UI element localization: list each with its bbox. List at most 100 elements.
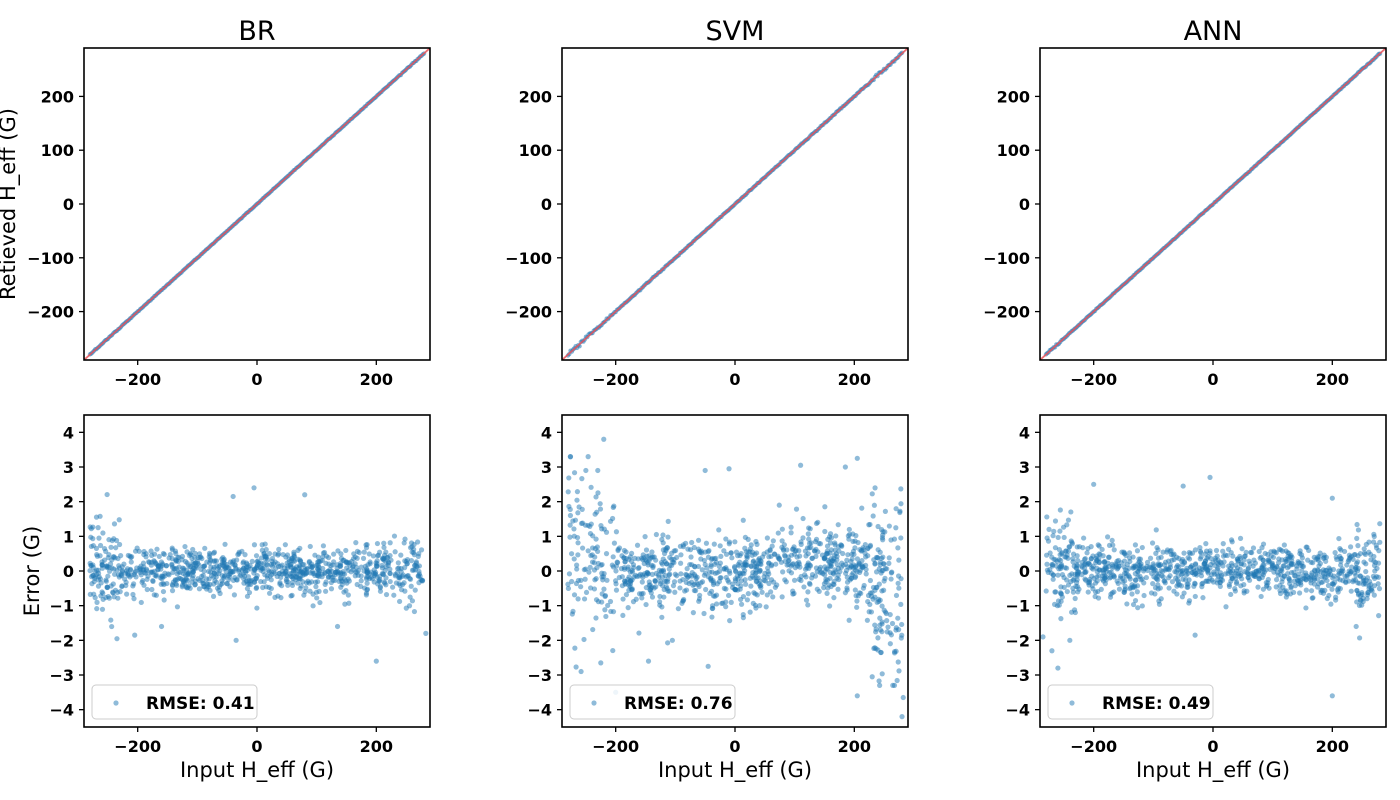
- error-point: [111, 594, 117, 600]
- error-point: [1057, 507, 1063, 513]
- error-point: [104, 491, 110, 498]
- error-point: [338, 584, 344, 590]
- bottom-ytick-label: 4: [63, 423, 74, 442]
- error-outlier-point: [132, 632, 138, 638]
- error-point: [1295, 571, 1302, 577]
- error-point: [1308, 572, 1314, 578]
- error-point: [765, 569, 771, 575]
- error-outlier-point: [1040, 634, 1046, 640]
- error-point: [1098, 586, 1104, 592]
- error-point: [1303, 570, 1309, 576]
- error-point: [99, 589, 105, 595]
- error-point: [878, 570, 884, 576]
- legend-box: [1047, 684, 1214, 720]
- error-point: [1055, 534, 1061, 541]
- error-point: [675, 606, 681, 612]
- error-point: [1181, 550, 1187, 556]
- error-point: [898, 486, 904, 492]
- error-point: [864, 617, 870, 623]
- error-point: [575, 577, 581, 584]
- error-point: [880, 537, 886, 543]
- error-point: [789, 552, 795, 558]
- error-point: [750, 600, 756, 606]
- error-point: [152, 559, 158, 565]
- error-point: [322, 581, 328, 587]
- error-point: [88, 543, 94, 550]
- error-point: [1206, 578, 1212, 584]
- error-point: [593, 494, 599, 500]
- error-point: [662, 559, 668, 565]
- error-point: [588, 484, 594, 490]
- error-outlier-point: [583, 467, 589, 474]
- error-point: [895, 545, 901, 551]
- error-point: [331, 551, 337, 557]
- error-point: [875, 523, 881, 530]
- error-point: [879, 671, 885, 677]
- error-point: [1096, 555, 1102, 562]
- top-plot-area: [1040, 48, 1386, 360]
- error-point: [716, 563, 722, 570]
- error-point: [863, 571, 869, 577]
- bottom-xtick-label: −200: [114, 737, 161, 756]
- error-point: [649, 549, 655, 555]
- error-point: [1083, 577, 1089, 583]
- error-point: [813, 546, 819, 552]
- error-point: [721, 566, 727, 572]
- error-point: [1167, 573, 1173, 579]
- error-point: [1239, 576, 1245, 582]
- error-point: [578, 520, 585, 527]
- error-point: [1074, 573, 1081, 579]
- error-point: [1354, 599, 1360, 605]
- error-point: [788, 563, 794, 569]
- error-point: [1126, 550, 1133, 556]
- error-point: [659, 614, 665, 620]
- error-point: [1092, 593, 1098, 600]
- error-point: [870, 513, 876, 519]
- error-point: [1357, 573, 1363, 579]
- error-outlier-point: [798, 462, 804, 468]
- error-point: [314, 595, 320, 601]
- error-point: [712, 593, 718, 599]
- error-point: [649, 571, 655, 577]
- error-point: [649, 594, 656, 600]
- error-point: [574, 562, 580, 568]
- error-point: [581, 567, 587, 573]
- error-point: [760, 554, 766, 560]
- error-point: [737, 571, 743, 577]
- error-point: [753, 569, 759, 576]
- error-point: [1322, 587, 1328, 593]
- error-point: [613, 529, 620, 535]
- error-point: [260, 584, 266, 591]
- error-point: [105, 573, 111, 579]
- error-point: [595, 490, 601, 496]
- error-point: [1171, 551, 1177, 557]
- error-point: [804, 545, 811, 551]
- error-point: [1251, 570, 1257, 576]
- error-point: [307, 543, 313, 550]
- error-point: [871, 502, 877, 508]
- error-point: [94, 599, 100, 605]
- error-point: [1214, 566, 1220, 573]
- error-point: [770, 594, 776, 600]
- error-point: [144, 586, 150, 593]
- error-point: [1314, 584, 1321, 590]
- legend-marker: [591, 700, 597, 706]
- error-point: [1126, 565, 1132, 571]
- error-point: [1315, 576, 1321, 582]
- error-point: [114, 589, 121, 595]
- error-point: [1362, 551, 1369, 557]
- error-point: [1084, 550, 1090, 556]
- error-point: [1230, 568, 1236, 574]
- error-point: [1312, 571, 1319, 578]
- error-point: [177, 569, 183, 576]
- error-point: [1298, 552, 1305, 558]
- error-outlier-point: [1192, 632, 1198, 638]
- error-point: [666, 588, 672, 594]
- error-point: [672, 589, 678, 595]
- error-point: [866, 609, 872, 615]
- error-point: [303, 580, 310, 586]
- error-point: [1061, 534, 1067, 541]
- error-point: [179, 553, 186, 559]
- error-point: [109, 623, 115, 630]
- error-point: [637, 571, 643, 577]
